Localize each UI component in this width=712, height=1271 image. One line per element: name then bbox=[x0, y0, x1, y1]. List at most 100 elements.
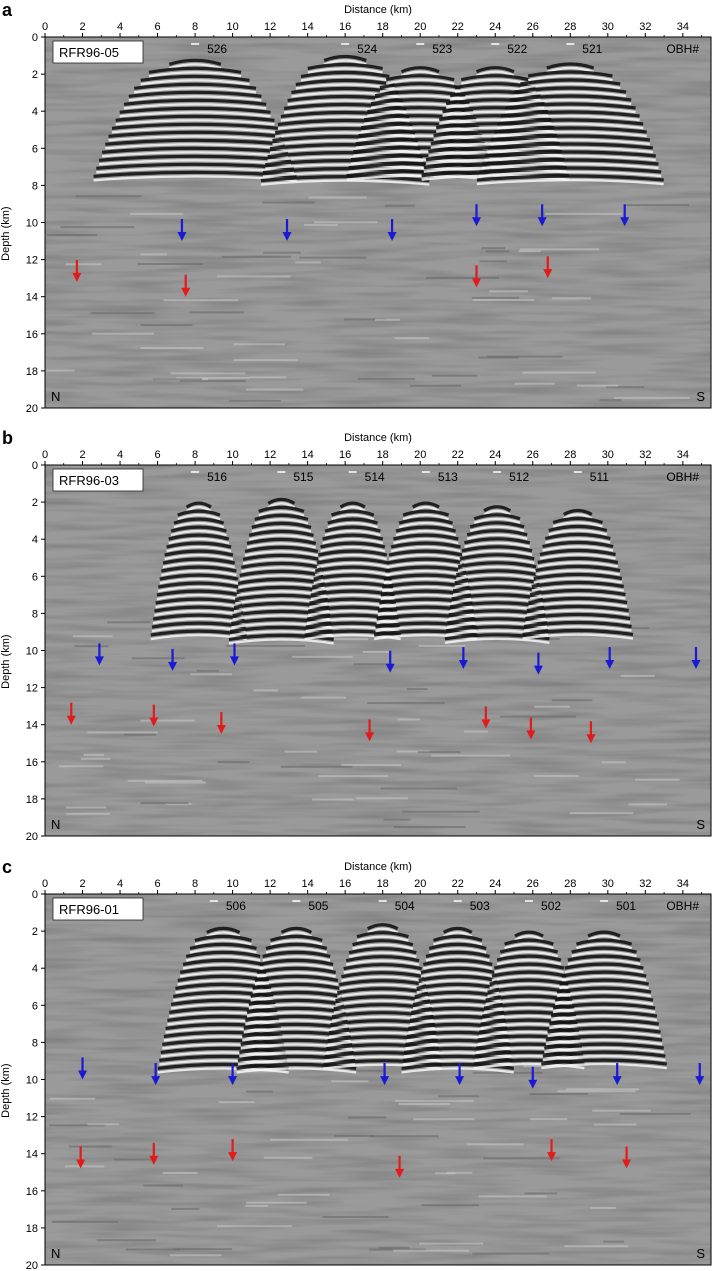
profile-label-background bbox=[52, 897, 144, 921]
reflector-band bbox=[225, 644, 306, 647]
dome-stripe-light bbox=[466, 533, 528, 540]
dome-stripe-light bbox=[537, 561, 619, 568]
obh-label: 501 bbox=[616, 899, 636, 913]
dome-stripe-light bbox=[123, 103, 267, 110]
dome-stripe-dark bbox=[189, 942, 257, 950]
reflector-band bbox=[472, 1252, 550, 1255]
blue-arrow bbox=[168, 648, 178, 671]
noise-texture bbox=[45, 37, 711, 408]
dome-stripe-dark bbox=[529, 588, 626, 597]
reflector-band bbox=[233, 343, 285, 346]
dome-stripe-light bbox=[140, 79, 250, 86]
y-tick-label: 0 bbox=[32, 460, 38, 472]
reflector-band bbox=[75, 195, 142, 198]
obh-label: 506 bbox=[226, 899, 246, 913]
dome-stripe-light bbox=[545, 1038, 663, 1046]
reflector-band bbox=[619, 1112, 691, 1115]
reflector-band bbox=[140, 347, 204, 349]
dome-stripe-dark bbox=[523, 620, 632, 629]
dome-stripe-light bbox=[533, 577, 623, 584]
obh-label: 515 bbox=[293, 470, 313, 484]
dome-stripe-dark bbox=[283, 102, 407, 111]
dome-stripe-dark bbox=[535, 564, 621, 573]
dome-stripe-dark bbox=[156, 589, 241, 597]
dome bbox=[522, 508, 634, 640]
red-arrow bbox=[526, 717, 536, 740]
reflector-band bbox=[312, 798, 354, 801]
dome-stripe-light bbox=[523, 625, 632, 632]
dome-stripe-dark bbox=[564, 962, 644, 970]
reflector-band bbox=[486, 355, 563, 358]
dome-stripe-dark bbox=[327, 517, 378, 525]
reflector-band bbox=[478, 1195, 547, 1198]
reflector-band bbox=[592, 1109, 651, 1112]
dome-stripe-light bbox=[554, 998, 654, 1006]
dome-stripe-light bbox=[331, 513, 375, 521]
red-arrow bbox=[66, 702, 76, 725]
dome-stripe-dark bbox=[442, 926, 473, 934]
dome-stripe-light bbox=[159, 577, 239, 585]
dome-stripe-light bbox=[541, 1062, 667, 1070]
dome-stripe-dark bbox=[345, 955, 420, 963]
dome-stripe-dark bbox=[395, 525, 457, 533]
dome-stripe-light bbox=[185, 505, 212, 513]
dome-stripe-dark bbox=[350, 154, 490, 162]
y-axis-title: Depth (km) bbox=[0, 634, 12, 688]
dome-stripe-light bbox=[352, 943, 414, 950]
dome-stripe-light bbox=[473, 517, 521, 524]
reflector-band bbox=[176, 377, 250, 379]
dome-stripe-dark bbox=[499, 946, 559, 954]
reflector-band bbox=[534, 775, 579, 777]
dome-stripe-light bbox=[500, 114, 640, 122]
reflector-band bbox=[518, 250, 541, 253]
x-tick-label: 10 bbox=[226, 449, 238, 461]
north-label: N bbox=[51, 389, 60, 404]
dome-stripe-dark bbox=[327, 1035, 439, 1043]
dome-stripe-dark bbox=[401, 1062, 515, 1070]
x-tick-label: 24 bbox=[489, 449, 501, 461]
reflector-band bbox=[52, 1220, 119, 1223]
dome-stripe-dark bbox=[252, 982, 341, 990]
x-axis-title: Distance (km) bbox=[344, 4, 412, 16]
y-tick-label: 16 bbox=[26, 1186, 38, 1198]
dome-stripe-dark bbox=[173, 517, 225, 525]
reflector-band bbox=[130, 212, 184, 215]
x-tick-label: 28 bbox=[564, 878, 576, 890]
dome-stripe-light bbox=[402, 1059, 513, 1066]
reflector-band bbox=[384, 204, 416, 207]
dome-stripe-light bbox=[194, 939, 252, 946]
dome-stripe-dark bbox=[140, 74, 250, 82]
blue-arrow bbox=[528, 1066, 538, 1089]
x-tick-label: 32 bbox=[639, 449, 651, 461]
dome-stripe-dark bbox=[98, 154, 292, 162]
reflector-band bbox=[124, 733, 157, 736]
reflector-band bbox=[318, 775, 388, 778]
dome-stripe-light bbox=[545, 537, 611, 544]
y-tick-label: 16 bbox=[26, 757, 38, 769]
reflector-band bbox=[245, 1090, 273, 1093]
dome-stripe-dark bbox=[469, 521, 525, 529]
reflector-band bbox=[113, 1158, 156, 1161]
y-tick-label: 20 bbox=[26, 403, 38, 415]
dome-stripe-dark bbox=[256, 966, 337, 974]
dome-stripe-dark bbox=[148, 66, 242, 74]
dome-stripe-light bbox=[189, 947, 257, 954]
y-tick-label: 2 bbox=[32, 497, 38, 509]
dome-stripe-light bbox=[549, 1022, 659, 1030]
reflector-band bbox=[162, 1172, 198, 1174]
red-arrow bbox=[76, 1146, 86, 1169]
dome-stripe-dark bbox=[295, 78, 395, 87]
dome-stripe-light bbox=[320, 545, 386, 553]
reflector-band bbox=[308, 196, 367, 199]
dome-stripe-light bbox=[348, 166, 492, 173]
x-tick-label: 10 bbox=[226, 21, 238, 33]
profile-label-box: RFR96-05 bbox=[52, 40, 144, 64]
obh-label: 503 bbox=[470, 899, 490, 913]
dome-stripe-dark bbox=[248, 529, 314, 537]
dome-stripe-light bbox=[473, 1062, 585, 1070]
dome-stripe-dark bbox=[388, 549, 463, 557]
reflector-band bbox=[68, 1145, 112, 1148]
reflector-band bbox=[599, 399, 622, 402]
dome-stripe-light bbox=[454, 581, 540, 588]
dome-stripe-dark bbox=[552, 516, 603, 525]
